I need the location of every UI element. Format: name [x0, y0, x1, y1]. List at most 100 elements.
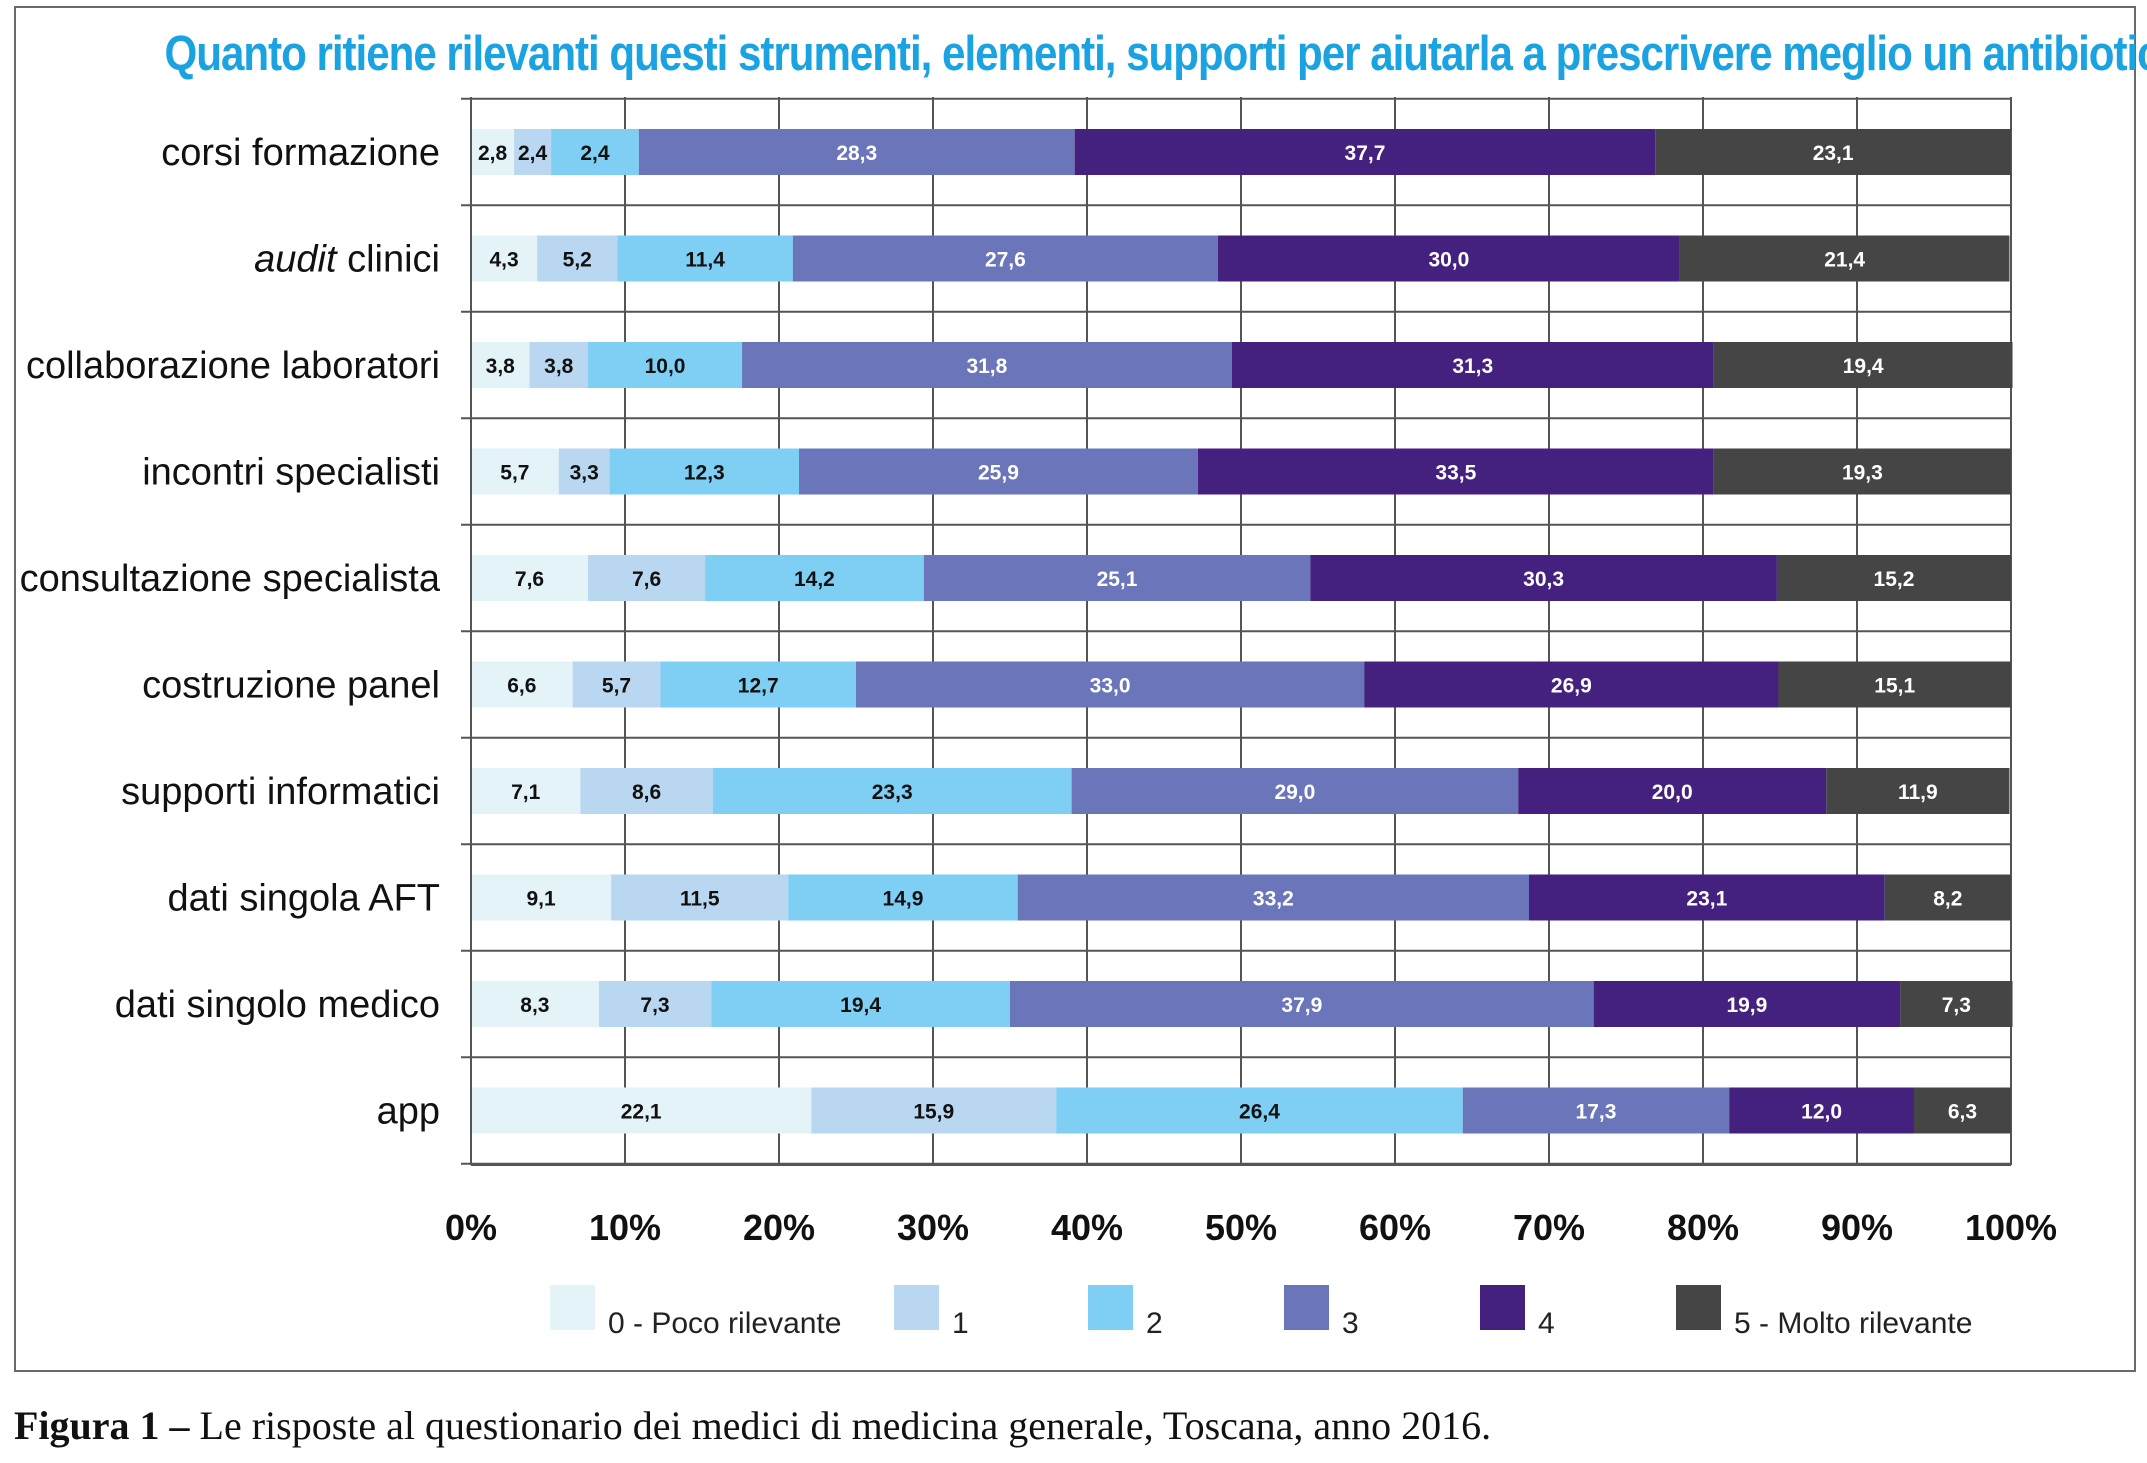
bar-segment: [1074, 129, 1656, 175]
category-label: corsi formazione: [161, 132, 440, 174]
bar-segment: [588, 555, 706, 601]
bar-segment: [471, 661, 573, 708]
legend-swatch: [1676, 1285, 1721, 1330]
data-label: 7,3: [640, 994, 669, 1017]
axis-layer: corsi formazione audit clinici collaborazi…: [20, 97, 2057, 1248]
category-label: audit clinici: [254, 239, 440, 281]
x-tick-label: 20%: [743, 1207, 815, 1248]
bar-segment: [529, 342, 589, 388]
bar-segment: [856, 661, 1365, 708]
data-label: 37,9: [1281, 994, 1322, 1017]
category-label: dati singola AFT: [168, 878, 440, 920]
x-tick-label: 40%: [1051, 1207, 1123, 1248]
data-label: 21,4: [1824, 249, 1865, 272]
bar-segment: [1655, 129, 2011, 175]
legend-swatch: [894, 1285, 939, 1330]
bar-segment: [1778, 661, 2011, 708]
data-label: 19,4: [1843, 355, 1884, 378]
bar-segment: [923, 555, 1311, 601]
bar-segment: [558, 448, 610, 495]
bar-segment: [551, 129, 639, 175]
bar-segment: [471, 768, 581, 814]
bar-segment: [811, 1087, 1057, 1134]
bar-segment: [1462, 1087, 1730, 1134]
bar-segment: [1913, 1087, 2011, 1134]
data-label: 33,5: [1435, 462, 1476, 485]
data-label: 12,0: [1801, 1101, 1842, 1124]
bar-segment: [660, 661, 856, 708]
bar-segment: [1729, 1087, 1914, 1134]
figure-caption: Figura 1 – Le risposte al questionario d…: [14, 1402, 2114, 1449]
caption-text: Le risposte al questionario dei medici d…: [189, 1403, 1492, 1448]
bar-segment: [1071, 768, 1519, 814]
legend-label: 0 - Poco rilevante: [608, 1307, 841, 1340]
bar-segment: [471, 555, 589, 601]
bar-segment: [471, 342, 530, 388]
data-label: 25,9: [978, 462, 1019, 485]
data-label: 11,9: [1898, 781, 1938, 804]
data-label: 8,2: [1933, 888, 1962, 911]
bar-segment: [1713, 448, 2011, 495]
data-label: 30,0: [1428, 249, 1469, 272]
bar-segment: [1010, 981, 1594, 1027]
x-tick-label: 0%: [445, 1207, 497, 1248]
category-label: app: [377, 1091, 440, 1133]
bar-segment: [471, 981, 599, 1027]
category-label: dati singolo medico: [115, 984, 440, 1026]
data-label: 31,3: [1452, 355, 1493, 378]
bar-segment: [611, 874, 789, 921]
bar-segment: [572, 661, 661, 708]
data-label: 14,9: [883, 888, 924, 911]
category-label: costruzione panel: [142, 665, 440, 707]
legend-label: 4: [1538, 1307, 1555, 1340]
data-label: 11,5: [680, 888, 720, 911]
bar-segment: [1217, 235, 1680, 282]
data-label: 19,4: [840, 994, 881, 1017]
data-label: 26,9: [1551, 675, 1592, 698]
bar-segment: [799, 448, 1198, 495]
data-label: 29,0: [1274, 781, 1315, 804]
x-tick-label: 90%: [1821, 1207, 1893, 1248]
data-label: 26,4: [1239, 1101, 1280, 1124]
bar-segment: [598, 981, 712, 1027]
bars-layer: 2,8 2,4 2,4 28,3 37,7 23,1 4,3 5,2 11,4 27,6 30,0 2…: [471, 129, 2013, 1134]
data-label: 2,4: [580, 142, 610, 165]
data-label: 7,6: [515, 568, 544, 591]
data-label: 15,9: [913, 1101, 954, 1124]
data-label: 8,3: [520, 994, 549, 1017]
data-label: 17,3: [1576, 1101, 1617, 1124]
data-label: 15,1: [1874, 675, 1915, 698]
bar-segment: [1310, 555, 1777, 601]
data-label: 23,3: [872, 781, 913, 804]
bar-segment: [638, 129, 1075, 175]
legend-swatch: [1284, 1285, 1329, 1330]
data-label: 3,8: [486, 355, 516, 378]
legend-label: 3: [1342, 1307, 1359, 1340]
data-label: 7,3: [1942, 994, 1971, 1017]
data-label: 3,8: [544, 355, 574, 378]
data-label: 5,2: [563, 249, 592, 272]
data-label: 9,1: [526, 888, 556, 911]
category-label: consultazione specialista: [20, 558, 441, 600]
x-tick-label: 70%: [1513, 1207, 1585, 1248]
data-label: 12,3: [684, 462, 725, 485]
bar-segment: [1593, 981, 1901, 1027]
data-label: 11,4: [685, 249, 725, 272]
data-label: 3,3: [570, 462, 599, 485]
bar-segment: [792, 235, 1218, 282]
chart-title: Quanto ritiene rilevanti questi strument…: [164, 27, 2147, 81]
bar-segment: [705, 555, 924, 601]
bar-segment: [1017, 874, 1529, 921]
category-label: collaborazione laboratori: [26, 345, 440, 387]
data-label: 6,6: [507, 675, 536, 698]
bar-segment: [1197, 448, 1714, 495]
bar-segment: [1056, 1087, 1463, 1134]
legend: 0 - Poco rilevante 1 2 3 4 5 - Molto rilevant…: [550, 1285, 1972, 1340]
bar-segment: [617, 235, 793, 282]
x-tick-label: 10%: [589, 1207, 661, 1248]
x-tick-label: 80%: [1667, 1207, 1739, 1248]
data-label: 4,3: [490, 249, 519, 272]
bar-segment: [1713, 342, 2013, 388]
bar-segment: [1776, 555, 2011, 601]
bar-segment: [1900, 981, 2013, 1027]
